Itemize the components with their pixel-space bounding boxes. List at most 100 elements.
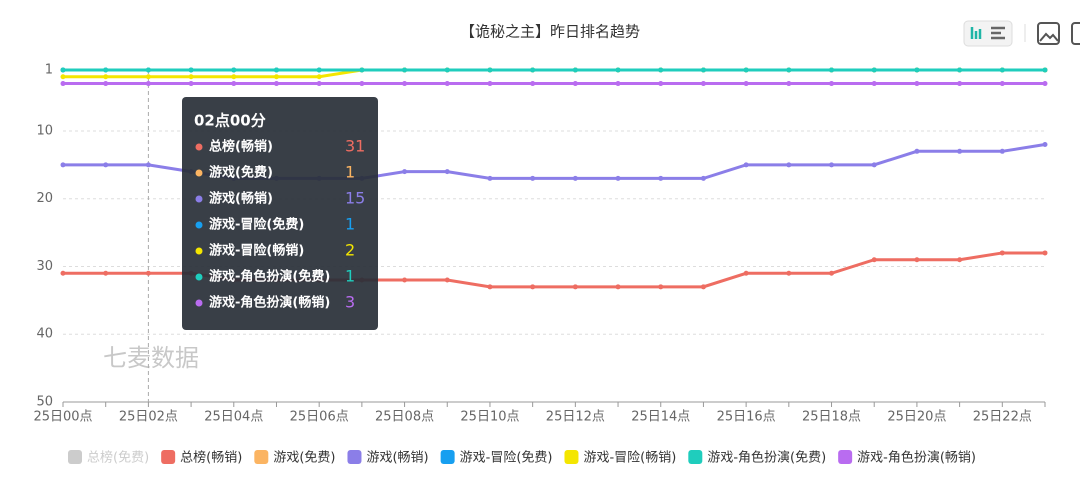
point [60, 74, 66, 80]
point [871, 257, 877, 263]
point [402, 67, 408, 73]
legend-swatch [440, 450, 455, 464]
point [999, 250, 1005, 256]
legend-swatch [161, 450, 176, 464]
point [829, 81, 835, 87]
point [359, 81, 365, 87]
point [273, 74, 279, 80]
point [444, 81, 450, 87]
x-tick-label: 25日12点 [546, 410, 605, 425]
x-tick-label: 25日06点 [290, 410, 349, 425]
legend-label: 游戏-角色扮演(免费) [707, 450, 826, 466]
point [444, 67, 450, 73]
image-icon[interactable] [1037, 22, 1060, 45]
chart-title: 【诡秘之主】昨日排名趋势 [460, 23, 640, 41]
point [615, 175, 621, 181]
x-tick-label: 25日20点 [887, 410, 946, 425]
point [700, 284, 706, 290]
point [957, 67, 963, 73]
x-tick-label: 25日14点 [631, 410, 690, 425]
y-tick-label: 1 [45, 63, 53, 78]
point [188, 81, 194, 87]
point [103, 74, 109, 80]
point [444, 277, 450, 283]
point [957, 148, 963, 154]
point [103, 81, 109, 87]
point [786, 162, 792, 168]
point [786, 270, 792, 276]
tooltip-name: 总榜(畅销) [209, 139, 273, 155]
point [658, 284, 664, 290]
point [188, 74, 194, 80]
point [60, 67, 66, 73]
tooltip-name: 游戏-角色扮演(畅销) [209, 295, 330, 311]
list-icon [991, 26, 1005, 40]
point [999, 148, 1005, 154]
point [273, 81, 279, 87]
point [103, 162, 109, 168]
point [1042, 142, 1048, 148]
legend-label: 游戏-冒险(畅销) [583, 451, 676, 466]
point [658, 67, 664, 73]
x-tick-label: 25日16点 [717, 410, 776, 425]
tooltip-box [182, 97, 378, 330]
legend-swatch [564, 450, 579, 464]
legend-label: 游戏-冒险(免费) [460, 451, 553, 466]
point [530, 175, 536, 181]
point [658, 175, 664, 181]
save-icon[interactable] [1071, 22, 1080, 45]
point [871, 81, 877, 87]
y-tick-label: 30 [36, 259, 53, 274]
point [530, 81, 536, 87]
legend-swatch [838, 450, 853, 464]
tooltip-value: 15 [345, 189, 365, 208]
point [487, 284, 493, 290]
toolbar[interactable] [963, 20, 1080, 47]
point [743, 67, 749, 73]
legend-swatch [347, 450, 362, 464]
point [316, 74, 322, 80]
legend-label: 总榜(畅销) [180, 450, 242, 466]
tooltip-dot [195, 195, 203, 203]
y-tick-label: 40 [36, 327, 53, 342]
point [231, 67, 237, 73]
point [487, 81, 493, 87]
point [572, 67, 578, 73]
point [786, 81, 792, 87]
y-tick-label: 50 [36, 395, 53, 410]
point [786, 67, 792, 73]
point [316, 67, 322, 73]
point [231, 74, 237, 80]
point [316, 81, 322, 87]
point [658, 81, 664, 87]
point [402, 277, 408, 283]
point [957, 257, 963, 263]
tooltip-dot [195, 221, 203, 229]
tooltip-value: 1 [345, 267, 355, 286]
point [60, 270, 66, 276]
point [914, 67, 920, 73]
point [914, 257, 920, 263]
tooltip-dot [195, 273, 203, 281]
point [359, 67, 365, 73]
tooltip-name: 游戏-冒险(免费) [209, 217, 304, 233]
point [914, 148, 920, 154]
point [572, 81, 578, 87]
point [743, 162, 749, 168]
tooltip-name: 游戏-角色扮演(免费) [209, 269, 330, 285]
tooltip-value: 1 [345, 163, 355, 182]
point [914, 81, 920, 87]
point [402, 169, 408, 175]
x-tick-label: 25日00点 [33, 410, 92, 425]
point [871, 162, 877, 168]
point [444, 169, 450, 175]
point [530, 284, 536, 290]
point [615, 67, 621, 73]
point [743, 270, 749, 276]
x-tick-label: 25日18点 [802, 410, 861, 425]
point [402, 81, 408, 87]
point [999, 67, 1005, 73]
point [572, 284, 578, 290]
